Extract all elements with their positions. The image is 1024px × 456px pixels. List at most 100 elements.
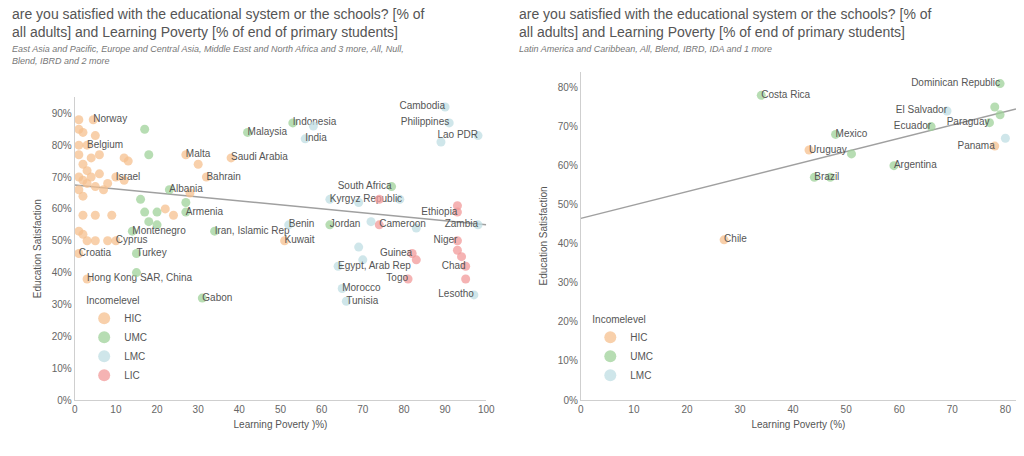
svg-text:Learning Poverty (%): Learning Poverty (%) <box>751 419 845 430</box>
svg-text:East Asia and Pacific, Europe: East Asia and Pacific, Europe and Centra… <box>12 44 404 66</box>
svg-text:HIC: HIC <box>124 313 141 324</box>
svg-text:Lesotho: Lesotho <box>438 288 474 299</box>
svg-text:Croatia: Croatia <box>79 247 112 258</box>
svg-text:80: 80 <box>1000 404 1012 415</box>
svg-text:20: 20 <box>151 404 163 415</box>
svg-text:Argentina: Argentina <box>894 159 937 170</box>
svg-text:Morocco: Morocco <box>342 282 381 293</box>
svg-text:50: 50 <box>841 404 853 415</box>
svg-text:40: 40 <box>788 404 800 415</box>
svg-text:30%: 30% <box>558 277 578 288</box>
svg-text:Guinea: Guinea <box>380 247 413 258</box>
svg-text:Ecuador: Ecuador <box>894 120 932 131</box>
svg-text:40: 40 <box>234 404 246 415</box>
svg-text:Panama: Panama <box>958 140 996 151</box>
svg-text:Education Satisfaction: Education Satisfaction <box>538 186 549 285</box>
svg-text:60%: 60% <box>52 203 72 214</box>
svg-text:Gabon: Gabon <box>202 292 232 303</box>
svg-text:Ethiopia: Ethiopia <box>421 206 458 217</box>
svg-text:Cambodia: Cambodia <box>399 100 445 111</box>
svg-text:50: 50 <box>275 404 287 415</box>
svg-text:20%: 20% <box>52 331 72 342</box>
svg-text:20%: 20% <box>558 316 578 327</box>
svg-text:Israel: Israel <box>116 171 140 182</box>
svg-text:Jordan: Jordan <box>330 218 361 229</box>
svg-text:Brazil: Brazil <box>814 171 839 182</box>
svg-text:LIC: LIC <box>124 370 140 381</box>
svg-text:0%: 0% <box>563 395 578 406</box>
svg-text:Montenegro: Montenegro <box>132 225 186 236</box>
svg-text:70%: 70% <box>558 121 578 132</box>
svg-text:0: 0 <box>578 404 584 415</box>
svg-text:40%: 40% <box>558 238 578 249</box>
svg-text:Incomelevel: Incomelevel <box>592 314 645 325</box>
svg-text:Malaysia: Malaysia <box>248 126 288 137</box>
svg-text:Hong Kong SAR, China: Hong Kong SAR, China <box>87 272 193 283</box>
svg-text:10: 10 <box>110 404 122 415</box>
svg-text:are you satisfied with the edu: are you satisfied with the educational s… <box>519 6 932 40</box>
svg-text:70: 70 <box>357 404 369 415</box>
svg-text:Iran, Islamic Rep: Iran, Islamic Rep <box>215 225 290 236</box>
svg-text:Norway: Norway <box>93 113 127 124</box>
svg-text:Cameroon: Cameroon <box>379 218 426 229</box>
svg-text:90: 90 <box>440 404 452 415</box>
svg-text:are you satisfied with the edu: are you satisfied with the educational s… <box>12 6 425 40</box>
svg-text:80: 80 <box>398 404 410 415</box>
svg-text:LMC: LMC <box>124 351 145 362</box>
svg-text:Latin America and Caribbean, A: Latin America and Caribbean, All, Blend,… <box>519 44 772 54</box>
svg-text:HIC: HIC <box>630 332 647 343</box>
svg-text:Bahrain: Bahrain <box>206 171 240 182</box>
svg-text:LMC: LMC <box>630 370 651 381</box>
svg-text:70: 70 <box>947 404 959 415</box>
svg-text:70%: 70% <box>52 172 72 183</box>
svg-text:South Africa: South Africa <box>338 180 392 191</box>
svg-text:50%: 50% <box>558 199 578 210</box>
svg-text:Turkey: Turkey <box>136 247 166 258</box>
svg-text:Incomelevel: Incomelevel <box>86 295 139 306</box>
svg-text:Zambia: Zambia <box>445 218 479 229</box>
svg-text:50%: 50% <box>52 235 72 246</box>
svg-text:30%: 30% <box>52 299 72 310</box>
svg-text:Togo: Togo <box>386 272 408 283</box>
svg-text:Indonesia: Indonesia <box>293 116 337 127</box>
svg-text:Belgium: Belgium <box>87 139 123 150</box>
svg-text:Armenia: Armenia <box>186 206 224 217</box>
svg-text:90%: 90% <box>52 108 72 119</box>
svg-text:Egypt, Arab Rep: Egypt, Arab Rep <box>338 260 411 271</box>
svg-text:10%: 10% <box>52 363 72 374</box>
svg-text:India: India <box>305 132 327 143</box>
svg-text:UMC: UMC <box>630 351 653 362</box>
svg-text:Niger: Niger <box>434 234 459 245</box>
svg-text:Philippines: Philippines <box>401 116 449 127</box>
svg-text:30: 30 <box>193 404 205 415</box>
svg-text:60: 60 <box>316 404 328 415</box>
svg-text:40%: 40% <box>52 267 72 278</box>
svg-text:Costa Rica: Costa Rica <box>761 89 810 100</box>
svg-text:Kyrgyz Republic: Kyrgyz Republic <box>330 193 402 204</box>
svg-text:Malta: Malta <box>186 148 211 159</box>
svg-text:Uruguay: Uruguay <box>809 144 847 155</box>
svg-text:UMC: UMC <box>124 332 147 343</box>
svg-text:30: 30 <box>734 404 746 415</box>
svg-text:Lao PDR: Lao PDR <box>437 129 478 140</box>
svg-text:El Salvador: El Salvador <box>896 104 948 115</box>
svg-text:10%: 10% <box>558 355 578 366</box>
svg-text:Saudi Arabia: Saudi Arabia <box>231 151 288 162</box>
svg-text:0: 0 <box>72 404 78 415</box>
svg-text:10: 10 <box>628 404 640 415</box>
svg-text:Benin: Benin <box>289 218 315 229</box>
svg-text:Albania: Albania <box>169 183 203 194</box>
svg-text:100: 100 <box>478 404 495 415</box>
svg-text:60: 60 <box>894 404 906 415</box>
svg-text:Kuwait: Kuwait <box>285 234 315 245</box>
svg-text:Paraguay: Paraguay <box>947 116 990 127</box>
svg-text:Learning Poverty )%): Learning Poverty )%) <box>234 419 328 430</box>
svg-text:0%: 0% <box>57 395 72 406</box>
svg-text:Tunisia: Tunisia <box>346 295 378 306</box>
svg-text:Dominican Republic: Dominican Republic <box>911 77 1000 88</box>
svg-text:80%: 80% <box>558 82 578 93</box>
svg-text:Chad: Chad <box>442 260 466 271</box>
svg-text:Education Satisfaction: Education Satisfaction <box>32 199 43 298</box>
svg-text:Cyprus: Cyprus <box>116 234 148 245</box>
svg-text:Chile: Chile <box>724 233 747 244</box>
